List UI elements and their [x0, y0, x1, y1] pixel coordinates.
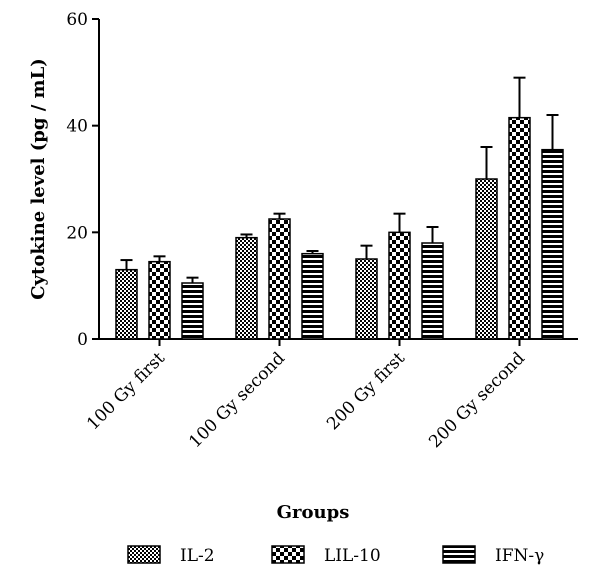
category-label: 200 Gy second: [425, 348, 529, 452]
bar-il-2: [475, 178, 498, 340]
legend-label: IL-2: [180, 546, 215, 566]
bars: [115, 76, 564, 340]
legend-swatch: [271, 545, 305, 564]
legend-label: IFN-γ: [495, 546, 544, 566]
category-label: 100 Gy second: [185, 348, 289, 452]
legend: IL-2 LIL-10 IFN-γ: [127, 545, 544, 566]
bar-ifn-: [301, 252, 324, 340]
bar-lil-10: [388, 231, 411, 340]
x-axis-title: Groups: [277, 502, 350, 523]
legend-label: LIL-10: [324, 546, 381, 566]
legend-swatch: [127, 545, 161, 564]
y-axis-title: Cytokine level (pg / mL): [28, 58, 49, 300]
bar-ifn-: [421, 242, 444, 340]
bar-lil-10: [148, 260, 171, 340]
category-label: 100 Gy first: [83, 348, 169, 434]
bar-ifn-: [181, 282, 204, 340]
bar-lil-10: [268, 218, 291, 340]
y-tick-label: 20: [66, 223, 88, 243]
bar-il-2: [235, 236, 258, 340]
category-label: 200 Gy first: [323, 348, 409, 434]
y-tick-label: 60: [66, 10, 88, 30]
legend-swatch: [442, 545, 476, 564]
bar-il-2: [355, 258, 378, 340]
y-ticks: 0 20 40 60: [66, 10, 99, 350]
y-tick-label: 40: [66, 117, 88, 137]
bar-il-2: [115, 268, 138, 340]
category-labels: 100 Gy first 100 Gy second 200 Gy first 200…: [83, 339, 529, 452]
bar-lil-10: [508, 116, 531, 340]
y-tick-label: 0: [77, 330, 88, 350]
bar-ifn-: [541, 148, 564, 340]
